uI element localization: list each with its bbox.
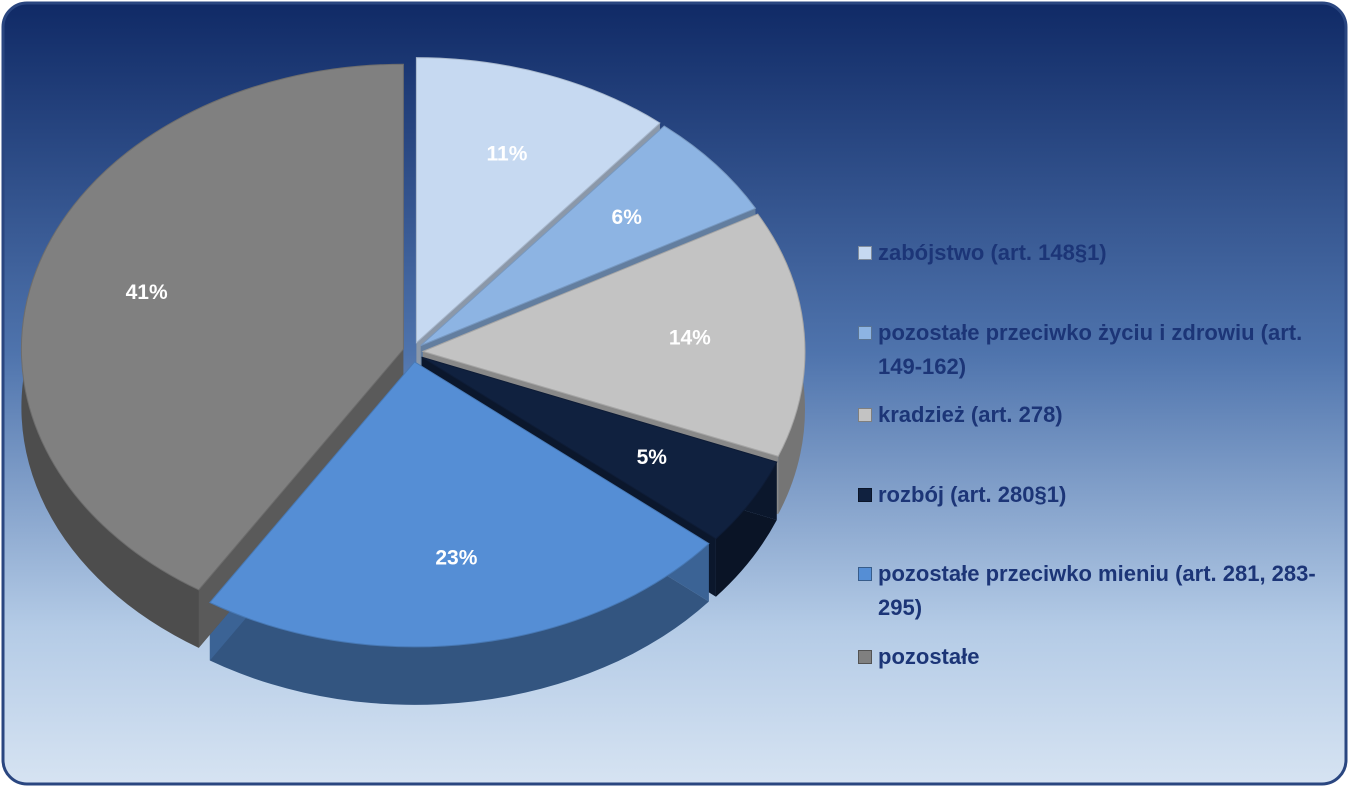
legend-item: rozbój (art. 280§1) <box>858 478 1328 512</box>
legend-item: pozostałe przeciwko mieniu (art. 281, 28… <box>858 557 1328 625</box>
data-label: 23% <box>435 546 477 569</box>
legend-label: pozostałe przeciwko mieniu (art. 281, 28… <box>878 561 1316 620</box>
legend-label: pozostałe <box>878 644 980 669</box>
legend-item: kradzież (art. 278) <box>858 398 1328 432</box>
legend-swatch <box>858 488 872 502</box>
legend-swatch <box>858 408 872 422</box>
pie-slice <box>20 63 404 591</box>
legend-item: pozostałe przeciwko życiu i zdrowiu (art… <box>858 316 1328 384</box>
legend-label: kradzież (art. 278) <box>878 402 1063 427</box>
data-label: 41% <box>126 281 168 304</box>
legend-swatch <box>858 326 872 340</box>
pie-slice <box>420 125 757 347</box>
pie-slice <box>209 361 710 648</box>
legend-label: pozostałe przeciwko życiu i zdrowiu (art… <box>878 320 1303 379</box>
legend-label: rozbój (art. 280§1) <box>878 482 1067 507</box>
legend-swatch <box>858 567 872 581</box>
legend-swatch <box>858 246 872 260</box>
legend-label: zabójstwo (art. 148§1) <box>878 240 1107 265</box>
data-label: 11% <box>487 142 528 165</box>
legend-item: pozostałe <box>858 640 1328 674</box>
pie-slice <box>415 57 661 344</box>
data-label: 6% <box>612 206 643 229</box>
pie-slice <box>421 213 806 457</box>
pie-slice <box>421 356 778 540</box>
legend-item: zabójstwo (art. 148§1) <box>858 236 1328 270</box>
data-label: 5% <box>637 446 668 469</box>
legend-swatch <box>858 650 872 664</box>
slice-cut <box>198 64 404 648</box>
data-label: 14% <box>669 326 711 349</box>
